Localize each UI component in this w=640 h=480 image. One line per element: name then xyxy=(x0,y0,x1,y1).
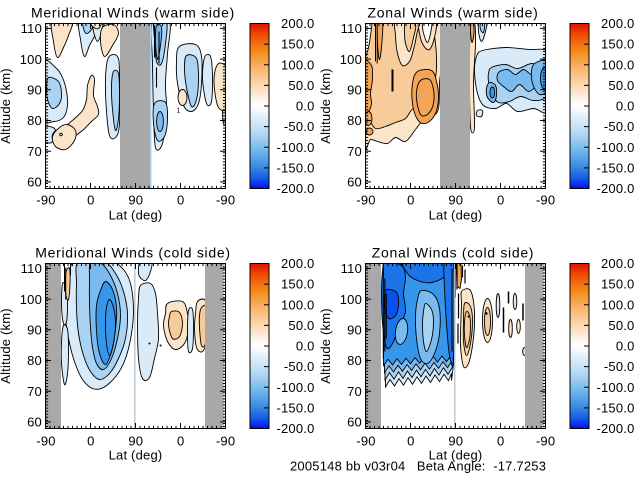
svg-text:50.0: 50.0 xyxy=(288,78,314,93)
svg-text:-100.0: -100.0 xyxy=(596,380,634,395)
svg-text:50.0: 50.0 xyxy=(608,318,634,333)
svg-text:90: 90 xyxy=(27,323,42,338)
svg-text:0: 0 xyxy=(177,434,184,449)
svg-text:200.0: 200.0 xyxy=(601,16,635,31)
svg-text:0.0: 0.0 xyxy=(296,99,315,114)
svg-text:Lat (deg): Lat (deg) xyxy=(109,448,163,463)
svg-text:0: 0 xyxy=(177,193,184,208)
svg-text:70: 70 xyxy=(27,144,42,159)
svg-text:80: 80 xyxy=(27,113,42,128)
svg-text:0: 0 xyxy=(497,434,504,449)
svg-text:Altitude (km): Altitude (km) xyxy=(318,68,333,144)
svg-text:0.0: 0.0 xyxy=(616,99,635,114)
svg-text:100.0: 100.0 xyxy=(601,57,635,72)
svg-text:-90: -90 xyxy=(216,434,235,449)
svg-text:150.0: 150.0 xyxy=(601,277,635,292)
svg-text:50.0: 50.0 xyxy=(608,78,634,93)
svg-text:60: 60 xyxy=(347,175,362,190)
svg-text:80: 80 xyxy=(27,353,42,368)
svg-text:70: 70 xyxy=(27,384,42,399)
svg-text:-90: -90 xyxy=(356,434,375,449)
svg-text:80: 80 xyxy=(347,113,362,128)
svg-text:110: 110 xyxy=(21,261,42,276)
svg-text:50.0: 50.0 xyxy=(288,318,314,333)
svg-text:100: 100 xyxy=(20,292,42,307)
svg-text:90: 90 xyxy=(347,323,362,338)
svg-text:0: 0 xyxy=(87,193,94,208)
svg-text:Zonal Winds (warm side): Zonal Winds (warm side) xyxy=(368,5,539,21)
svg-text:-200.0: -200.0 xyxy=(596,181,634,196)
svg-text:-90: -90 xyxy=(36,193,55,208)
svg-text:-90: -90 xyxy=(356,193,375,208)
svg-text:90: 90 xyxy=(448,434,463,449)
svg-text:200.0: 200.0 xyxy=(281,256,315,271)
svg-text:60: 60 xyxy=(27,175,42,190)
svg-text:-50.0: -50.0 xyxy=(604,359,635,374)
svg-text:-50.0: -50.0 xyxy=(284,359,315,374)
svg-text:110: 110 xyxy=(341,261,362,276)
svg-text:-150.0: -150.0 xyxy=(596,400,634,415)
svg-text:Altitude (km): Altitude (km) xyxy=(0,68,13,144)
svg-text:-50.0: -50.0 xyxy=(604,119,635,134)
svg-text:110: 110 xyxy=(341,21,362,36)
svg-text:0.0: 0.0 xyxy=(296,339,315,354)
svg-text:-90: -90 xyxy=(216,193,235,208)
svg-text:-200.0: -200.0 xyxy=(276,421,314,436)
svg-text:100: 100 xyxy=(340,292,362,307)
svg-text:200.0: 200.0 xyxy=(601,256,635,271)
svg-text:-100.0: -100.0 xyxy=(276,140,314,155)
svg-text:Lat (deg): Lat (deg) xyxy=(429,448,483,463)
svg-text:-100.0: -100.0 xyxy=(596,140,634,155)
svg-text:Meridional Winds (warm side): Meridional Winds (warm side) xyxy=(31,5,235,21)
svg-text:-200.0: -200.0 xyxy=(276,181,314,196)
svg-text:0: 0 xyxy=(497,193,504,208)
svg-text:110: 110 xyxy=(21,21,42,36)
svg-text:200.0: 200.0 xyxy=(281,16,315,31)
svg-text:150.0: 150.0 xyxy=(281,277,315,292)
svg-text:-200.0: -200.0 xyxy=(596,421,634,436)
svg-text:100: 100 xyxy=(20,52,42,67)
svg-text:-100.0: -100.0 xyxy=(276,380,314,395)
svg-text:-90: -90 xyxy=(536,193,555,208)
svg-text:Lat (deg): Lat (deg) xyxy=(429,208,483,223)
svg-text:Zonal Winds (cold side): Zonal Winds (cold side) xyxy=(372,245,534,261)
svg-text:-150.0: -150.0 xyxy=(276,160,314,175)
svg-text:90: 90 xyxy=(27,83,42,98)
svg-text:100: 100 xyxy=(340,52,362,67)
svg-text:Lat (deg): Lat (deg) xyxy=(109,208,163,223)
svg-text:1: 1 xyxy=(177,108,181,115)
svg-text:100.0: 100.0 xyxy=(601,297,635,312)
svg-text:-90: -90 xyxy=(36,434,55,449)
svg-text:0: 0 xyxy=(87,434,94,449)
svg-text:Altitude (km): Altitude (km) xyxy=(318,308,333,384)
svg-text:0: 0 xyxy=(407,434,414,449)
svg-text:90: 90 xyxy=(448,193,463,208)
svg-text:-150.0: -150.0 xyxy=(596,160,634,175)
svg-text:0.0: 0.0 xyxy=(616,339,635,354)
svg-text:-90: -90 xyxy=(536,434,555,449)
svg-text:70: 70 xyxy=(347,144,362,159)
svg-text:60: 60 xyxy=(27,415,42,430)
svg-text:0: 0 xyxy=(407,193,414,208)
svg-text:150.0: 150.0 xyxy=(601,37,635,52)
svg-text:70: 70 xyxy=(347,384,362,399)
svg-text:80: 80 xyxy=(347,353,362,368)
svg-text:Altitude (km): Altitude (km) xyxy=(0,308,13,384)
svg-text:90: 90 xyxy=(128,193,143,208)
svg-text:-150.0: -150.0 xyxy=(276,400,314,415)
svg-text:100.0: 100.0 xyxy=(281,57,315,72)
svg-text:2005148 bb v03r04 Beta Angle: 2005148 bb v03r04 Beta Angle: -17.7253 xyxy=(290,459,546,474)
svg-text:90: 90 xyxy=(128,434,143,449)
svg-text:90: 90 xyxy=(347,83,362,98)
svg-text:150.0: 150.0 xyxy=(281,37,315,52)
svg-text:100.0: 100.0 xyxy=(281,297,315,312)
svg-text:Meridional Winds (cold side): Meridional Winds (cold side) xyxy=(35,245,230,261)
svg-text:-50.0: -50.0 xyxy=(284,119,315,134)
svg-text:60: 60 xyxy=(347,415,362,430)
